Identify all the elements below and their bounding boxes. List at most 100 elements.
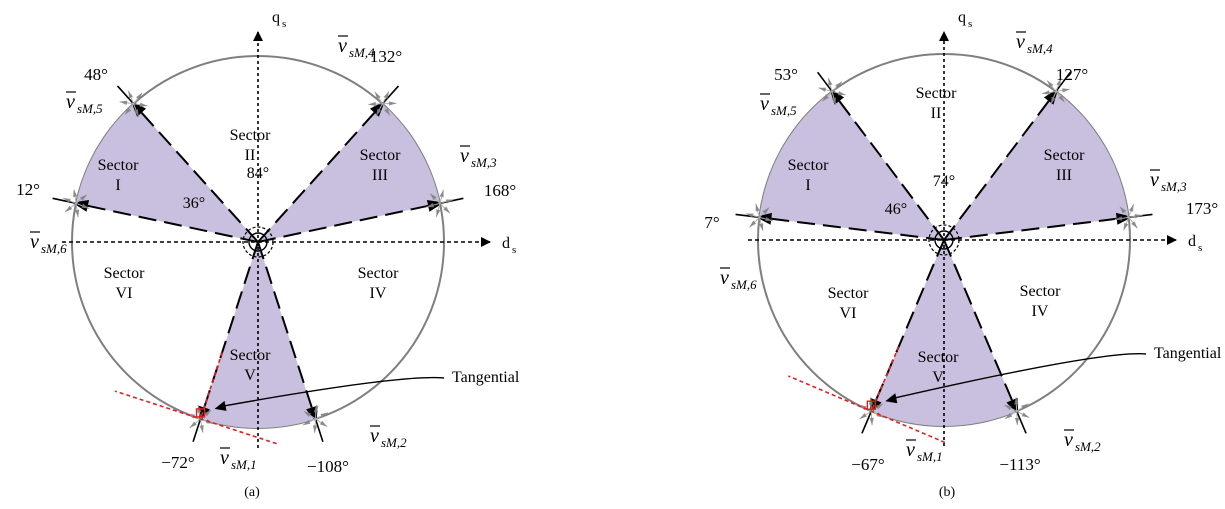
rotation-marker-arrow	[1014, 397, 1019, 405]
vector-arrowhead	[130, 100, 147, 117]
angle-label: 127°	[1056, 65, 1088, 84]
sector-boundary-line	[943, 90, 1057, 241]
rotation-marker-arrow	[835, 81, 842, 89]
space-vector-label: v	[906, 439, 915, 461]
rotation-marker-arrow	[65, 205, 73, 213]
sector-number: VI	[116, 285, 133, 302]
rotation-marker-arrow	[74, 209, 80, 218]
angle-tick	[52, 197, 77, 205]
rotation-marker-arrow	[81, 203, 90, 209]
rotation-marker-arrow	[749, 220, 757, 228]
rotation-marker-arrow	[1056, 78, 1061, 87]
space-vector-subscript: sM,3	[471, 155, 497, 170]
rotation-marker-arrow	[319, 420, 328, 427]
center-angle-label: 74°	[933, 173, 955, 190]
rotation-marker-arrow	[831, 97, 836, 105]
space-vector-label: v	[370, 425, 379, 447]
right-angle-marker	[866, 400, 877, 410]
rotation-marker-arrow	[384, 108, 390, 116]
space-vector-label: v	[220, 447, 229, 469]
sector-number: III	[372, 167, 388, 184]
rotation-marker-arrow	[72, 189, 78, 198]
space-vector-label: v	[720, 267, 729, 289]
angle-label: 53°	[774, 65, 798, 84]
sector-boundary-line	[257, 103, 384, 243]
rotation-marker-arrow	[1131, 221, 1138, 229]
sector-boundary-line	[199, 241, 259, 420]
center-angle-arc-outer	[242, 226, 274, 258]
rotation-marker-arrow	[1021, 403, 1029, 410]
shaded-sector-2	[200, 242, 316, 428]
rotation-marker-arrow	[302, 419, 311, 426]
rotation-marker-arrow	[1004, 413, 1013, 419]
sector-boundary-line	[257, 202, 441, 243]
angle-label: −72°	[161, 453, 194, 472]
radius-red-line	[199, 352, 223, 420]
tangential-pointer-head	[885, 393, 898, 404]
angle-tick	[381, 85, 400, 105]
rotation-marker-arrow	[1050, 96, 1056, 105]
radius-red-line	[870, 346, 900, 412]
rotation-marker-arrow	[837, 91, 846, 96]
rotation-marker-arrow	[1123, 222, 1129, 231]
shaded-sector-0	[944, 91, 1129, 240]
sector-number: IV	[1032, 303, 1049, 320]
space-vector-label: v	[30, 231, 39, 253]
angle-label: 48°	[84, 65, 108, 84]
angle-label: 7°	[704, 213, 719, 232]
q-axis-subscript: s	[968, 18, 972, 30]
sector-boundary-line	[132, 103, 259, 243]
sector-label: Sector	[916, 85, 958, 102]
sector-angle-label: 46°	[885, 201, 907, 218]
sector-label: Sector	[230, 347, 272, 364]
rotation-marker-arrow	[765, 216, 773, 222]
rotation-marker-arrow	[63, 198, 71, 203]
space-vector-subscript: sM,6	[731, 277, 757, 292]
rotation-marker-arrow	[436, 209, 441, 217]
sector-number: V	[932, 369, 944, 386]
rotation-marker-arrow	[759, 223, 764, 231]
sector-label: Sector	[358, 265, 400, 282]
shaded-sector-1	[76, 103, 258, 243]
rotation-marker-arrow	[1047, 80, 1054, 88]
rotation-marker-arrow	[128, 90, 134, 99]
rotation-marker-arrow	[1021, 412, 1030, 418]
space-vector-label: v	[460, 145, 469, 167]
center-angle-arc	[934, 230, 954, 250]
center-angle-arc	[248, 232, 268, 252]
rotation-marker-arrow	[312, 425, 318, 433]
angle-tick	[1055, 71, 1072, 92]
rotation-marker-arrow	[383, 91, 389, 99]
sector-number: III	[1056, 167, 1072, 184]
space-vector-subscript: sM,6	[41, 241, 67, 256]
rotation-marker-arrow	[443, 206, 450, 214]
tangential-pointer	[889, 353, 1147, 400]
sector-label: Sector	[788, 157, 830, 174]
sector-number: I	[805, 177, 810, 194]
rotation-marker-arrow	[79, 194, 88, 201]
rotation-marker-arrow	[119, 100, 128, 105]
sector-boundary-line	[870, 239, 945, 412]
space-vector-subscript: sM,2	[381, 435, 407, 450]
rotation-marker-arrow	[818, 87, 827, 92]
right-angle-marker	[195, 408, 206, 418]
center-angle-arc-outer	[928, 224, 960, 256]
angle-tick	[735, 213, 760, 219]
rotation-marker-arrow	[445, 199, 454, 204]
angle-tick	[861, 410, 873, 434]
rotation-marker-arrow	[133, 109, 139, 117]
angle-tick	[314, 418, 324, 442]
rotation-marker-arrow	[859, 413, 867, 419]
sector-number: I	[115, 177, 120, 194]
rotation-marker-arrow	[199, 425, 204, 433]
rotation-marker-arrow	[189, 421, 197, 428]
space-vector-label: v	[1150, 169, 1159, 191]
vector-arrowhead	[1043, 88, 1059, 105]
sector-boundary-line	[831, 90, 945, 241]
sector-label: Sector	[98, 157, 140, 174]
angle-tick	[1015, 410, 1027, 434]
rotation-marker-arrow	[1119, 206, 1127, 214]
rotation-marker-arrow	[745, 213, 754, 218]
rotation-marker-arrow	[869, 417, 874, 426]
